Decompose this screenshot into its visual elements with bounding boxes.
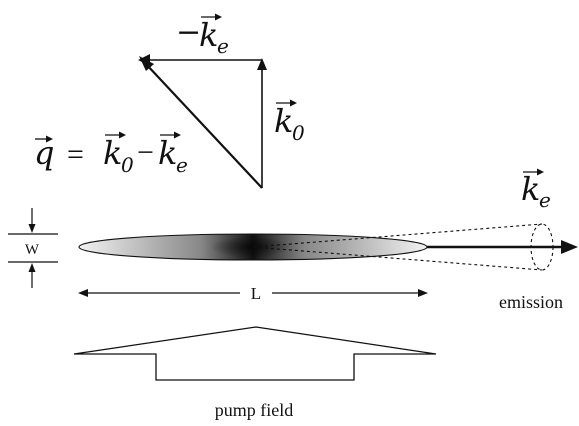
minus-ke-label: − k e <box>176 13 229 58</box>
equals-sign: = <box>67 138 84 171</box>
emission-cone <box>252 223 578 271</box>
width-label: W <box>25 242 40 258</box>
q-arrow <box>145 63 263 189</box>
ke-sub: e <box>176 153 188 177</box>
ke-base: k <box>521 170 540 208</box>
emission-label: emission <box>499 292 563 312</box>
k0-sub: 0 <box>121 153 134 177</box>
cone-lower-edge <box>252 246 543 271</box>
k0-sub: 0 <box>292 121 305 145</box>
ke-sub: e <box>539 188 551 212</box>
k0-arrowhead <box>257 58 267 70</box>
q-arrowhead <box>139 56 154 71</box>
k0-label: k 0 <box>274 99 305 145</box>
length-indicator: L <box>78 284 428 303</box>
ke-sub: e <box>217 34 229 58</box>
width-indicator: W <box>8 208 58 288</box>
vector-triangle <box>138 54 267 189</box>
q-base: q <box>34 134 54 172</box>
cone-upper-edge <box>252 223 543 248</box>
ke-base: k <box>199 16 218 54</box>
k0-base: k <box>274 102 293 140</box>
gain-core <box>210 236 290 258</box>
k0-base: k <box>103 134 122 172</box>
ke-label: k e <box>521 168 551 212</box>
pump-field-label: pump field <box>215 400 294 420</box>
q-equation-label: q = k 0 − k e <box>34 131 188 177</box>
minus-sign: − <box>137 136 154 169</box>
minus-sign: − <box>176 15 201 50</box>
ke-base: k <box>158 134 177 172</box>
emission-arrowhead <box>561 240 578 254</box>
pump-field-profile <box>73 326 437 381</box>
length-label: L <box>251 284 261 303</box>
